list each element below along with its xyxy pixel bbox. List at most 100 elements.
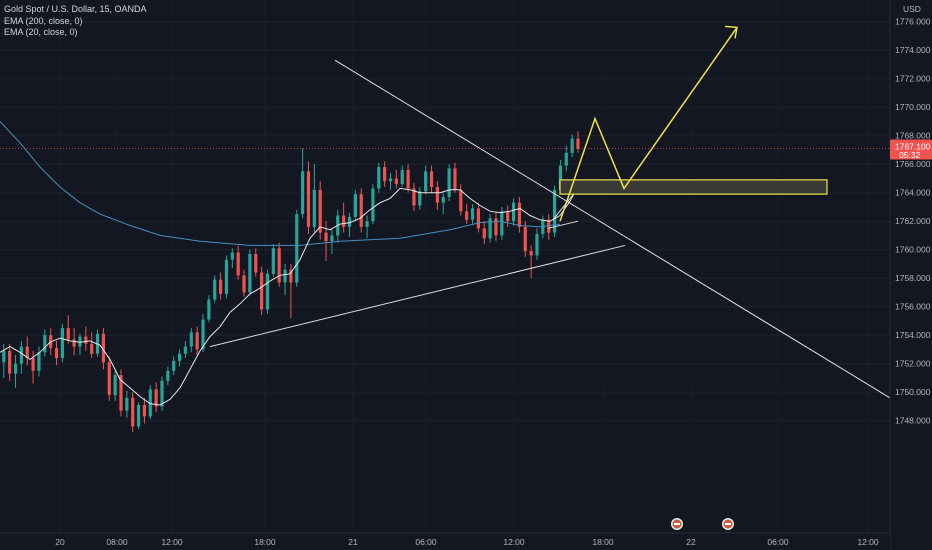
time-tick-label: 20 — [55, 537, 65, 547]
candle-body — [37, 352, 41, 371]
candle-body — [465, 211, 469, 220]
candle-body — [453, 168, 457, 190]
candle-body — [318, 189, 322, 233]
candle-body — [54, 348, 59, 358]
candle-body — [177, 353, 182, 361]
price-tick-label: 1754.000 — [895, 330, 931, 340]
price-tick-label: 1766.000 — [895, 159, 931, 169]
candle-body — [511, 202, 516, 222]
candle-body — [306, 171, 311, 227]
time-tick-label: 06:00 — [767, 537, 789, 547]
candle-body — [576, 138, 580, 149]
time-tick-label: 12:00 — [161, 537, 183, 547]
candle-body — [84, 336, 88, 344]
candle-body — [148, 389, 152, 417]
candle-body — [230, 252, 234, 260]
candle-body — [324, 232, 328, 242]
ema-20-legend[interactable]: EMA (20, close, 0) — [4, 27, 78, 37]
candle-body — [271, 248, 275, 274]
candle-body — [119, 375, 123, 411]
candle-body — [283, 269, 287, 283]
candle-body — [236, 252, 240, 276]
candle-body — [154, 389, 158, 407]
candle-body — [201, 319, 205, 350]
candle-body — [195, 332, 199, 350]
time-tick-label: 06:00 — [415, 537, 437, 547]
candle-body — [265, 273, 270, 310]
candle-body — [494, 218, 498, 236]
candle-body — [371, 188, 375, 222]
price-tick-label: 1764.000 — [895, 188, 931, 198]
candle-body — [277, 248, 281, 283]
candle-body — [506, 211, 510, 222]
price-axis-currency: USD — [903, 4, 921, 14]
price-axis: USD 1776.000 1774.000 1772.000 1770.000 1768.… — [889, 0, 932, 550]
time-axis: 20 08:00 12:00 18:00 21 06:00 12:00 18:00 22 06:0… — [0, 518, 890, 550]
candle-body — [166, 370, 170, 381]
current-price-badge — [890, 139, 932, 160]
candle-body — [131, 397, 135, 427]
candle-body — [90, 343, 94, 354]
current-price-label: 1767.100 — [895, 142, 931, 152]
price-tick-label: 1760.000 — [895, 245, 931, 255]
candle-body — [400, 169, 404, 185]
candle-body — [359, 194, 363, 227]
candle-body — [570, 138, 574, 153]
candle-body — [476, 208, 480, 229]
plot-area — [0, 21, 891, 433]
price-tick-label: 1750.000 — [895, 387, 931, 397]
candle-body — [424, 171, 428, 192]
candle-body — [459, 189, 463, 212]
candle-body — [107, 362, 111, 396]
candle-body — [301, 171, 305, 215]
candle-body — [78, 336, 82, 347]
candle-body — [500, 211, 504, 236]
price-tick-label: 1768.000 — [895, 131, 931, 141]
projection-arrow-head — [724, 25, 738, 39]
candle-body — [113, 375, 117, 396]
trendline-ascending — [209, 244, 626, 348]
time-tick-label: 08:00 — [106, 537, 128, 547]
symbol-title[interactable]: Gold Spot / U.S. Dollar, 15, OANDA — [4, 4, 147, 14]
candle-body — [66, 328, 70, 340]
time-tick-label: 12:00 — [857, 537, 879, 547]
candle-body — [330, 235, 334, 242]
candle-body — [353, 194, 357, 217]
candle-body — [482, 228, 486, 239]
candle-body — [242, 275, 246, 293]
candle-body — [418, 191, 422, 206]
countdown-label: 05:32 — [899, 150, 921, 160]
price-tick-label: 1772.000 — [895, 74, 931, 84]
candle-body — [25, 346, 29, 358]
time-axis-band — [0, 533, 890, 550]
candle-body — [441, 196, 445, 203]
supply-zone-box — [559, 179, 828, 195]
price-tick-label: 1758.000 — [895, 273, 931, 283]
price-tick-label: 1776.000 — [895, 17, 931, 27]
price-tick-label: 1770.000 — [895, 102, 931, 112]
time-tick-label: 21 — [348, 537, 358, 547]
chart-legend: Gold Spot / U.S. Dollar, 15, OANDA EMA (… — [4, 4, 147, 39]
ema-20-line — [0, 187, 577, 406]
candle-body — [260, 272, 264, 310]
candle-body — [429, 171, 434, 187]
candle-body — [183, 346, 188, 354]
candle-body — [172, 360, 176, 371]
candle-body — [488, 218, 492, 239]
price-tick-label: 1756.000 — [895, 302, 931, 312]
candle-body — [136, 405, 141, 427]
ema-200-line — [0, 121, 561, 246]
candle-body — [312, 189, 316, 227]
candle-body — [160, 380, 164, 407]
economic-event-icon — [671, 518, 683, 530]
candle-body — [101, 333, 106, 363]
ema-200-legend[interactable]: EMA (200, close, 0) — [4, 15, 83, 26]
candle-body — [535, 234, 539, 256]
candle-body — [207, 299, 211, 320]
candle-body — [547, 219, 551, 233]
candle-body — [365, 221, 369, 227]
candle-body — [435, 187, 439, 203]
candle-body — [289, 269, 293, 283]
